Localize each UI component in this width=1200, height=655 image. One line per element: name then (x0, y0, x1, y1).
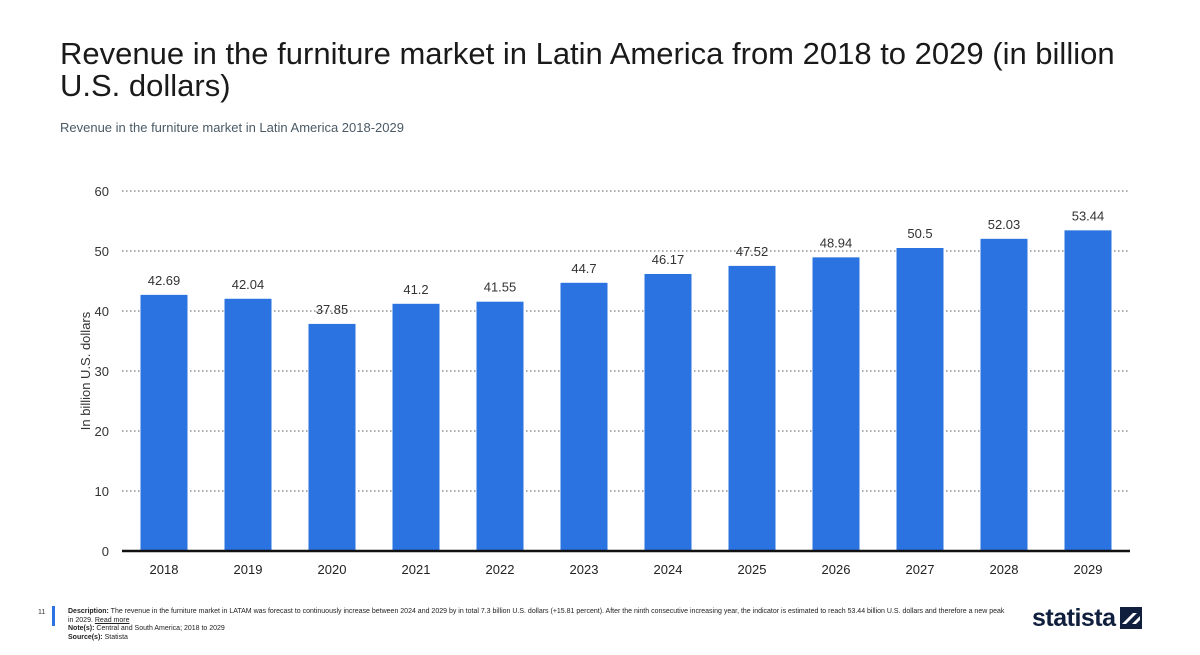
x-tick-label: 2018 (150, 562, 179, 577)
x-tick-label: 2021 (402, 562, 431, 577)
read-more-link[interactable]: Read more (94, 616, 130, 624)
grid-lines (122, 190, 1130, 492)
data-label: 37.85 (316, 302, 349, 317)
bars (140, 230, 1112, 552)
logo-text: statista (1032, 603, 1116, 632)
bar-chart: 0 10 20 30 40 50 60 42.69 42.04 37.85 41.2 41.55 44… (78, 184, 1130, 577)
data-label: 44.7 (571, 261, 596, 276)
chart-subtitle: Revenue in the furniture market in Latin… (60, 120, 404, 135)
data-label: 41.55 (484, 280, 517, 295)
notes-line: Note(s): Central and South America; 2018… (68, 625, 1008, 634)
y-tick-label: 60 (95, 184, 109, 199)
sources-label: Source(s): (68, 633, 103, 641)
notes-label: Note(s): (68, 625, 95, 632)
data-label: 48.94 (820, 235, 853, 250)
bar[interactable] (896, 248, 944, 551)
x-tick-label: 2019 (234, 562, 263, 577)
sources-line: Source(s): Statista (68, 634, 1008, 643)
data-labels: 42.69 42.04 37.85 41.2 41.55 44.7 46.17 47.52 48… (148, 208, 1105, 317)
x-tick-label: 2028 (990, 562, 1019, 577)
x-tick-label: 2029 (1074, 562, 1103, 577)
bar[interactable] (812, 257, 860, 551)
data-label: 47.52 (736, 244, 769, 259)
x-tick-label: 2024 (654, 562, 683, 577)
y-axis-ticks: 0 10 20 30 40 50 60 (95, 184, 109, 559)
description-text: The revenue in the furniture market in L… (68, 608, 1005, 624)
data-label: 50.5 (907, 226, 932, 241)
x-tick-label: 2026 (822, 562, 851, 577)
bar[interactable] (140, 294, 188, 551)
description-line: Description: The revenue in the furnitur… (68, 608, 1008, 625)
bar[interactable] (224, 298, 272, 551)
statista-logo[interactable]: statista (1032, 603, 1142, 633)
footer-description: Description: The revenue in the furnitur… (68, 608, 1008, 642)
x-tick-label: 2025 (738, 562, 767, 577)
x-tick-label: 2022 (486, 562, 515, 577)
y-tick-label: 40 (95, 304, 109, 319)
x-tick-label: 2027 (906, 562, 935, 577)
x-axis-ticks: 2018 2019 2020 2021 2022 2023 2024 2025 2026 2027… (150, 562, 1103, 577)
data-label: 42.69 (148, 273, 181, 288)
footer: 11 Description: The revenue in the furni… (0, 600, 1200, 655)
x-tick-label: 2020 (318, 562, 347, 577)
description-label: Description: (68, 608, 109, 615)
y-tick-label: 50 (95, 244, 109, 259)
bar[interactable] (560, 282, 608, 551)
bar[interactable] (476, 301, 524, 551)
data-label: 53.44 (1072, 208, 1105, 223)
data-label: 46.17 (652, 252, 685, 267)
notes-text: Central and South America; 2018 to 2029 (96, 625, 225, 632)
page-accent-bar (52, 606, 55, 626)
page-number: 11 (38, 609, 46, 616)
chart-title: Revenue in the furniture market in Latin… (60, 36, 1115, 103)
y-tick-label: 0 (102, 544, 109, 559)
y-tick-label: 10 (95, 484, 109, 499)
bar[interactable] (1064, 230, 1112, 552)
bar[interactable] (308, 323, 356, 551)
bar[interactable] (728, 265, 776, 551)
data-label: 42.04 (232, 277, 265, 292)
x-tick-label: 2023 (570, 562, 599, 577)
y-tick-label: 30 (95, 364, 109, 379)
y-tick-label: 20 (95, 424, 109, 439)
data-label: 41.2 (403, 282, 428, 297)
sources-text: Statista (104, 633, 128, 641)
bar[interactable] (980, 238, 1028, 551)
statista-logo-icon (1119, 607, 1142, 629)
bar[interactable] (644, 273, 692, 551)
y-axis-label: In billion U.S. dollars (78, 311, 93, 430)
data-label: 52.03 (988, 217, 1021, 232)
bar[interactable] (392, 303, 440, 551)
